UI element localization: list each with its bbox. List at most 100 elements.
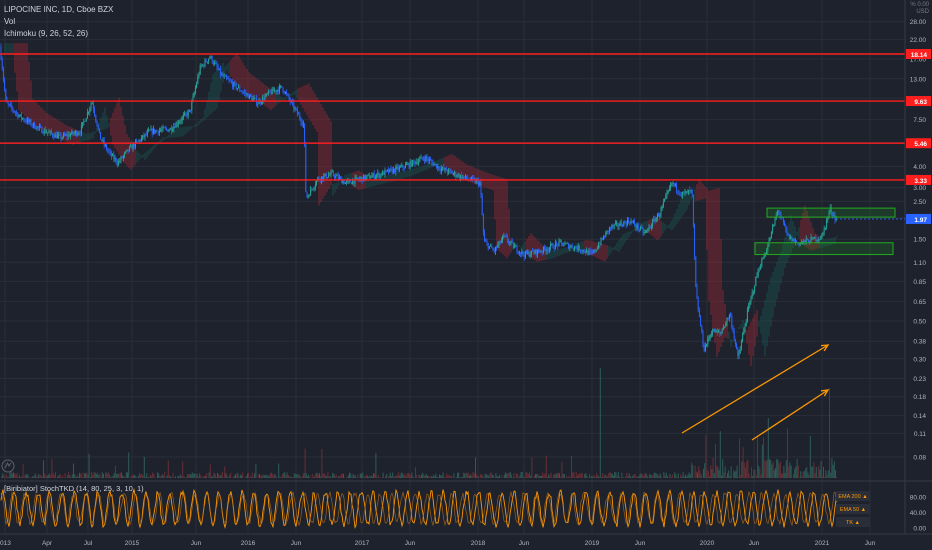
volume-bar — [715, 444, 716, 478]
candle-body — [756, 275, 758, 278]
cloud-slice — [56, 119, 58, 138]
volume-bar — [661, 477, 662, 478]
volume-bar — [649, 473, 650, 478]
candle-body — [618, 225, 620, 227]
candle-body — [628, 219, 630, 223]
candle-body — [563, 244, 565, 246]
candle-body — [379, 173, 381, 178]
volume-bar — [386, 473, 388, 478]
volume-legend[interactable]: Vol — [4, 17, 16, 26]
cloud-slice — [634, 227, 636, 231]
symbol-legend[interactable]: LIPOCINE INC, 1D, Cboe BZX — [4, 5, 114, 14]
volume-bar — [83, 472, 85, 478]
volume-bar — [611, 473, 613, 478]
candle-body — [730, 314, 732, 316]
volume-bar — [439, 474, 440, 478]
volume-bar — [244, 477, 246, 478]
cloud-slice — [510, 238, 512, 253]
volume-bar — [809, 435, 811, 478]
candle-body — [48, 132, 50, 133]
time-tick-label: 2020 — [700, 540, 715, 547]
candle-body — [695, 256, 697, 287]
candle-body — [215, 62, 217, 64]
cloud-slice — [176, 127, 178, 138]
candle-body — [654, 219, 656, 222]
cloud-slice — [46, 113, 48, 133]
volume-bar — [632, 475, 634, 478]
volume-bar — [776, 459, 778, 478]
candle-body — [130, 145, 132, 147]
stoch-badge — [836, 504, 870, 514]
cloud-slice — [784, 237, 786, 269]
volume-bar — [761, 444, 763, 478]
candle-body — [734, 339, 736, 344]
volume-bar — [105, 472, 107, 478]
volume-bar — [93, 472, 95, 478]
volume-bar — [317, 474, 319, 478]
volume-bar — [627, 476, 629, 478]
cloud-slice — [460, 160, 462, 179]
volume-bar — [722, 459, 724, 478]
candle-body — [160, 130, 162, 131]
volume-bar — [716, 465, 718, 478]
volume-bar — [616, 475, 618, 478]
cloud-slice — [296, 88, 298, 98]
volume-bar — [459, 477, 461, 478]
cloud-slice — [778, 256, 780, 292]
volume-bar — [572, 472, 574, 478]
volume-bar — [167, 460, 169, 478]
cloud-slice — [416, 167, 418, 174]
volume-bar — [767, 418, 769, 478]
volume-bar — [689, 473, 691, 478]
volume-bar — [241, 475, 242, 478]
candle-body — [746, 309, 748, 322]
candle-body — [412, 160, 414, 167]
candle-body — [131, 145, 133, 150]
cloud-slice — [772, 271, 774, 317]
volume-bar — [455, 477, 457, 478]
volume-bar — [529, 472, 530, 478]
volume-bar — [440, 475, 442, 478]
volume-bar — [777, 459, 779, 478]
candle-body — [823, 228, 825, 232]
candle-body — [677, 190, 679, 192]
ichimoku-legend[interactable]: Ichimoku (9, 26, 52, 26) — [4, 29, 89, 38]
volume-bar — [495, 473, 497, 478]
cloud-slice — [102, 112, 104, 130]
volume-bar — [644, 473, 646, 478]
volume-bar — [76, 474, 78, 478]
volume-bar — [818, 465, 820, 478]
cloud-slice — [774, 266, 776, 308]
candle-body — [665, 195, 667, 199]
volume-bar — [376, 477, 378, 478]
volume-bar — [797, 465, 799, 478]
volume-bar — [554, 474, 556, 478]
volume-bar — [507, 472, 509, 478]
cloud-slice — [44, 111, 46, 132]
candle-body — [767, 245, 769, 252]
time-tick-label: Apr — [42, 540, 53, 547]
candle-body — [122, 155, 124, 159]
candle-body — [577, 245, 579, 250]
cloud-slice — [590, 240, 592, 256]
candle-body — [652, 220, 654, 227]
volume-bar — [785, 460, 787, 478]
candle-body — [250, 94, 252, 97]
volume-bar — [125, 472, 127, 478]
candle-body — [367, 174, 369, 176]
candle-body — [810, 237, 812, 243]
candle-body — [390, 168, 392, 170]
stoch-legend[interactable]: [Biribiator] StochTKD (14, 80, 25, 3, 10… — [4, 484, 144, 493]
volume-bar — [111, 476, 113, 478]
candle-body — [170, 128, 172, 131]
price-tick-label: 0.85 — [913, 279, 926, 286]
volume-bar — [535, 474, 536, 478]
cloud-slice — [368, 176, 370, 188]
candle-body — [733, 331, 735, 340]
volume-bar — [209, 464, 211, 478]
candle-body — [252, 98, 254, 101]
candle-body — [86, 112, 88, 119]
cloud-slice — [630, 231, 632, 235]
